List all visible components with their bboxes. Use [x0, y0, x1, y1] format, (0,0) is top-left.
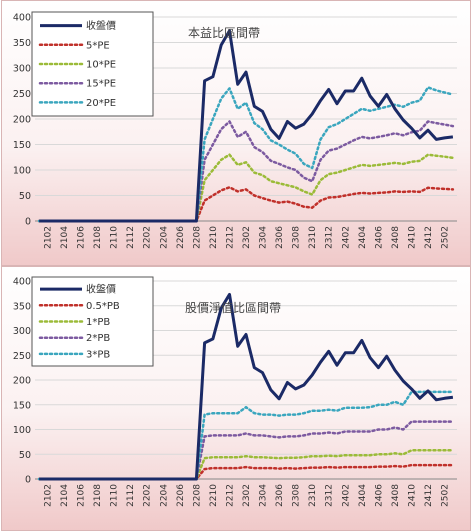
pe-x-tick-label: 2202 — [143, 226, 153, 249]
pb-series-line-3 — [37, 420, 455, 481]
pe-legend-label: 10*PE — [86, 60, 116, 71]
pb-y-tick-label: 350 — [13, 301, 31, 312]
pe-legend-label: 20*PE — [86, 98, 116, 109]
pb-x-tick-label: 2312 — [325, 484, 335, 507]
pb-x-tick-label: 2206 — [176, 484, 186, 507]
pe-y-tick-label: 100 — [13, 166, 31, 177]
pb-series-line-0 — [39, 292, 454, 481]
pe-x-tick-label: 2406 — [374, 226, 384, 249]
pb-legend-label: 0.5*PB — [86, 301, 120, 312]
pb-x-tick-label: 2310 — [308, 484, 318, 507]
pe-x-tick-label: 2108 — [93, 226, 103, 249]
pb-x-tick-label: 2108 — [93, 484, 103, 507]
pb-x-tick-label: 2308 — [292, 484, 302, 507]
pb-x-tick-label: 2110 — [110, 484, 120, 507]
pb-x-tick-label: 2106 — [77, 484, 87, 507]
pe-x-tick-label: 2104 — [60, 226, 70, 249]
pe-y-tick-label: 150 — [13, 140, 31, 151]
pe-chart-title: 本益比區間帶 — [188, 26, 260, 40]
pe-x-tick-label: 2106 — [77, 226, 87, 249]
pb-y-tick-label: 50 — [19, 450, 31, 461]
pe-x-tick-label: 2304 — [259, 226, 269, 249]
pb-band-chart-panel: 0 50 100 150 200 250 300 350 400 2102 2104 2106 2108… — [1, 266, 471, 531]
pe-x-tick-label: 2206 — [176, 226, 186, 249]
pe-x-tick-label: 2408 — [391, 226, 401, 249]
pb-band-chart: 0 50 100 150 200 250 300 350 400 2102 2104 2106 2108… — [13, 276, 457, 507]
pb-x-tick-label: 2410 — [407, 484, 417, 507]
pe-band-chart: 0 50 100 150 200 250 300 350 400 2102 2104 2106 2108… — [13, 11, 457, 249]
pe-y-tick-label: 400 — [13, 13, 31, 24]
pb-legend-label: 2*PB — [86, 333, 110, 344]
pe-x-tick-label: 2212 — [225, 226, 235, 249]
pe-x-tick-label: 2208 — [192, 226, 202, 249]
pb-x-tick-label: 2112 — [126, 484, 136, 507]
pe-legend-label: 收盤價 — [86, 19, 116, 32]
pb-y-tick-label: 0 — [25, 475, 31, 486]
pe-x-tick-label: 2312 — [325, 226, 335, 249]
pb-x-tick-label: 2302 — [242, 484, 252, 507]
pe-y-tick-label: 300 — [13, 64, 31, 75]
pe-x-tick-label: 2310 — [308, 226, 318, 249]
pe-legend-label: 15*PE — [86, 79, 116, 90]
pb-y-tick-label: 100 — [13, 425, 31, 436]
pb-x-tick-label: 2304 — [259, 484, 269, 507]
pb-legend-label: 收盤價 — [86, 283, 116, 296]
pb-legend-label: 1*PB — [86, 317, 110, 328]
pe-y-tick-label: 0 — [25, 217, 31, 228]
pe-x-tick-label: 2404 — [358, 226, 368, 249]
pe-y-tick-label: 50 — [19, 191, 31, 202]
pe-x-tick-label: 2306 — [275, 226, 285, 249]
pb-x-tick-label: 2102 — [43, 484, 53, 507]
pb-chart-title: 股價淨值比區間帶 — [185, 300, 281, 315]
pe-x-tick-label: 2402 — [341, 226, 351, 249]
pb-y-tick-label: 250 — [13, 351, 31, 362]
pe-x-tick-label: 2410 — [407, 226, 417, 249]
pb-x-tick-label: 2402 — [341, 484, 351, 507]
pb-x-tick-label: 2404 — [358, 484, 368, 507]
pe-x-tick-label: 2110 — [110, 226, 120, 249]
pb-x-tick-label: 2412 — [424, 484, 434, 507]
pe-x-tick-label: 2412 — [424, 226, 434, 249]
pe-x-tick-label: 2302 — [242, 226, 252, 249]
pb-y-tick-label: 400 — [13, 277, 31, 288]
pe-y-tick-label: 250 — [13, 89, 31, 100]
pb-x-tick-label: 2104 — [60, 484, 70, 507]
pb-x-tick-label: 2210 — [209, 484, 219, 507]
pe-x-tick-label: 2102 — [43, 226, 53, 249]
pe-legend-label: 5*PE — [86, 40, 110, 51]
pe-x-tick-label: 2210 — [209, 226, 219, 249]
pe-y-tick-label: 200 — [13, 115, 31, 126]
pb-legend-label: 3*PB — [86, 349, 110, 360]
pb-y-tick-label: 300 — [13, 326, 31, 337]
pe-series-line-2 — [37, 153, 455, 223]
pb-x-tick-label: 2202 — [143, 484, 153, 507]
pe-x-tick-label: 2112 — [126, 226, 136, 249]
pe-x-tick-label: 2308 — [292, 226, 302, 249]
pb-y-tick-label: 200 — [13, 376, 31, 387]
pe-series-line-3 — [37, 120, 455, 223]
pe-x-tick-label: 2204 — [159, 226, 169, 249]
pb-x-tick-label: 2306 — [275, 484, 285, 507]
pb-x-tick-label: 2212 — [225, 484, 235, 507]
pb-x-tick-label: 2208 — [192, 484, 202, 507]
pe-band-chart-panel: 0 50 100 150 200 250 300 350 400 2102 2104 2106 2108… — [1, 0, 471, 266]
pb-x-tick-label: 2406 — [374, 484, 384, 507]
pb-x-tick-label: 2502 — [441, 484, 451, 507]
pe-series-line-0 — [39, 29, 454, 223]
pe-x-tick-label: 2502 — [441, 226, 451, 249]
pe-series-line-1 — [37, 186, 455, 223]
pb-x-tick-label: 2204 — [159, 484, 169, 507]
pb-series-line-1 — [37, 463, 455, 481]
pb-x-tick-label: 2408 — [391, 484, 401, 507]
pb-y-tick-label: 150 — [13, 400, 31, 411]
pe-y-tick-label: 350 — [13, 38, 31, 49]
